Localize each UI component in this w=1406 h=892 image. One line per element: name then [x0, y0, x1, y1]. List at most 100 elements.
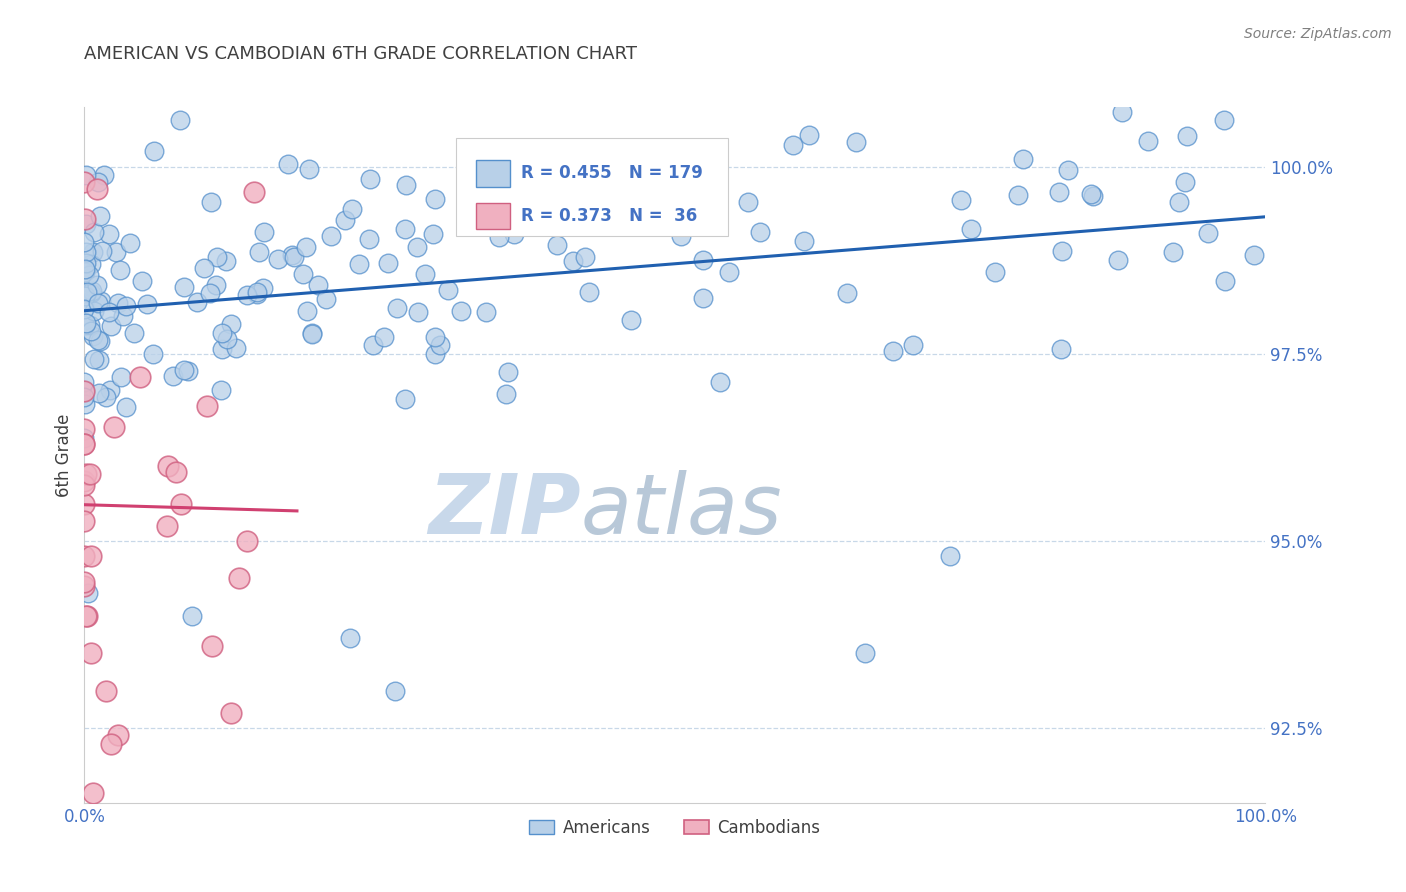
- Point: [361, 338, 384, 352]
- Point: [87, 353, 110, 368]
- Point: [136, 297, 159, 311]
- Point: [737, 194, 759, 209]
- Point: [503, 227, 526, 242]
- Point: [799, 128, 821, 143]
- Point: [89, 209, 111, 223]
- Point: [87, 386, 110, 401]
- Text: atlas: atlas: [581, 470, 782, 551]
- Point: [173, 280, 195, 294]
- Point: [475, 305, 498, 319]
- Point: [73, 289, 96, 303]
- Point: [73, 264, 96, 278]
- Point: [97, 227, 120, 241]
- Point: [291, 267, 314, 281]
- Point: [503, 213, 526, 227]
- Text: R = 0.455   N = 179: R = 0.455 N = 179: [522, 164, 703, 183]
- Point: [73, 263, 96, 277]
- Point: [669, 229, 692, 244]
- Point: [939, 549, 962, 563]
- Point: [107, 729, 129, 743]
- Point: [692, 252, 714, 267]
- Point: [75, 217, 97, 231]
- Point: [75, 212, 97, 227]
- Point: [75, 316, 97, 330]
- Point: [73, 390, 96, 404]
- Point: [79, 467, 101, 481]
- Point: [115, 299, 138, 313]
- Point: [429, 338, 451, 352]
- Point: [1175, 129, 1198, 144]
- Point: [75, 255, 97, 269]
- Point: [699, 144, 721, 158]
- Point: [181, 608, 204, 623]
- Point: [524, 145, 547, 160]
- Point: [73, 318, 96, 332]
- Point: [83, 225, 105, 239]
- Point: [1057, 163, 1080, 178]
- Point: [193, 260, 215, 275]
- Point: [377, 256, 399, 270]
- Point: [73, 295, 96, 310]
- Point: [225, 341, 247, 355]
- Point: [142, 346, 165, 360]
- Point: [73, 514, 96, 528]
- Point: [510, 190, 533, 204]
- Point: [496, 365, 519, 379]
- Point: [165, 466, 187, 480]
- Point: [1161, 244, 1184, 259]
- Point: [228, 571, 250, 585]
- Point: [82, 786, 104, 800]
- Point: [73, 375, 96, 389]
- Point: [211, 326, 233, 340]
- Point: [295, 303, 318, 318]
- Point: [425, 330, 447, 344]
- Point: [86, 175, 108, 189]
- Point: [87, 333, 110, 347]
- Point: [79, 318, 101, 332]
- Point: [108, 263, 131, 277]
- Point: [1111, 104, 1133, 119]
- Point: [357, 232, 380, 246]
- Point: [281, 248, 304, 262]
- Point: [423, 192, 446, 206]
- Point: [217, 332, 239, 346]
- Point: [243, 185, 266, 199]
- Point: [205, 250, 228, 264]
- Point: [107, 296, 129, 310]
- Point: [73, 287, 96, 301]
- Point: [394, 222, 416, 236]
- Point: [488, 230, 510, 244]
- Point: [73, 175, 96, 189]
- Point: [77, 586, 100, 600]
- Point: [177, 364, 200, 378]
- Bar: [477, 161, 509, 186]
- Point: [295, 240, 318, 254]
- Point: [100, 319, 122, 334]
- Point: [333, 212, 356, 227]
- Point: [959, 222, 981, 236]
- Point: [214, 254, 236, 268]
- Point: [359, 172, 381, 186]
- Point: [315, 292, 337, 306]
- Point: [246, 287, 269, 301]
- Point: [79, 268, 101, 282]
- Point: [301, 326, 323, 341]
- Point: [422, 227, 444, 242]
- Point: [349, 257, 371, 271]
- Point: [83, 351, 105, 366]
- Point: [93, 168, 115, 182]
- Point: [845, 136, 868, 150]
- Point: [75, 467, 97, 481]
- Point: [236, 533, 259, 548]
- Point: [574, 250, 596, 264]
- Point: [373, 330, 395, 344]
- Point: [80, 549, 103, 563]
- Point: [950, 193, 973, 207]
- Point: [200, 195, 222, 210]
- Point: [131, 274, 153, 288]
- Point: [882, 344, 904, 359]
- Point: [384, 683, 406, 698]
- Point: [339, 631, 361, 645]
- Point: [1107, 252, 1129, 267]
- Point: [198, 285, 221, 300]
